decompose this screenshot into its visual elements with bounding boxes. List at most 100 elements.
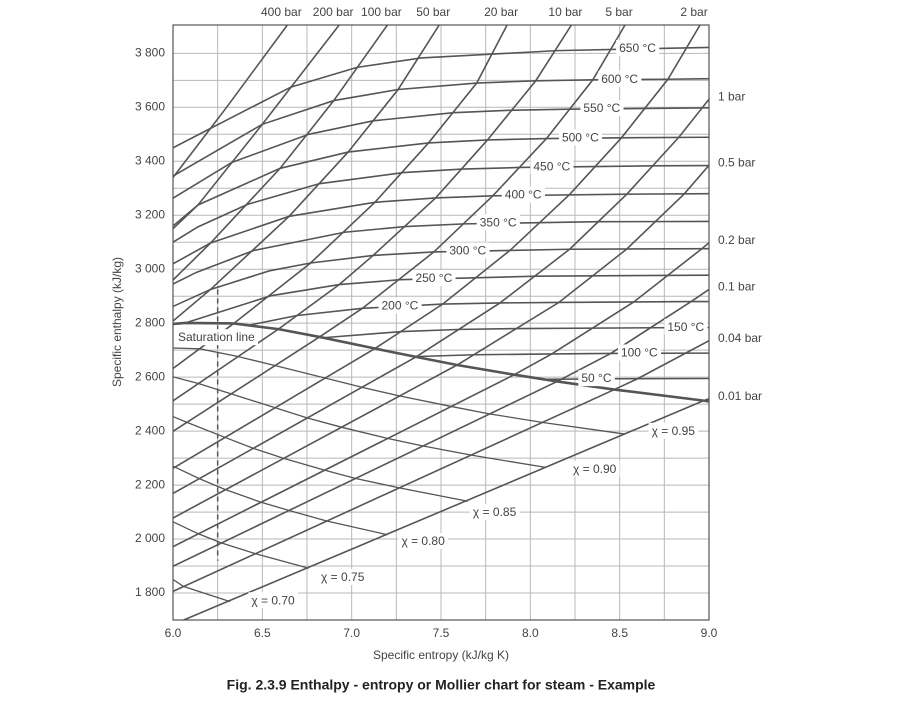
x-tick-label: 8.5: [611, 626, 628, 640]
isotherm: [173, 77, 709, 177]
isotherm-label: 300 °C: [449, 243, 486, 257]
label-background: [446, 242, 490, 259]
saturation-line: [173, 321, 709, 403]
isotherm-label: 150 °C: [667, 320, 704, 334]
isotherm: [173, 107, 709, 199]
isobar: [173, 25, 626, 433]
quality-line: [173, 578, 231, 603]
quality-label: χ = 0.95: [652, 424, 696, 438]
isotherm-label: 50 °C: [581, 371, 611, 385]
label-background: [378, 297, 422, 314]
plot-frame: [172, 24, 710, 621]
isobar-label: 400 bar: [261, 5, 302, 19]
isotherm: [173, 164, 709, 243]
isotherm-label: 250 °C: [415, 271, 452, 285]
quality-label: χ = 0.75: [321, 570, 365, 584]
isobar: [173, 25, 288, 178]
y-tick-label: 1 800: [135, 585, 165, 599]
label-background: [476, 214, 520, 231]
y-tick-label: 2 400: [135, 423, 165, 437]
isotherm: [173, 220, 709, 285]
isotherm-label: 100 °C: [621, 345, 658, 359]
label-background: [664, 318, 708, 335]
quality-line: [173, 415, 468, 502]
x-axis-title: Specific entropy (kJ/kg K): [373, 648, 509, 662]
label-background: [175, 329, 259, 346]
x-tick-label: 8.0: [522, 626, 539, 640]
isotherm: [185, 274, 709, 324]
isotherm-label: 200 °C: [381, 298, 418, 312]
isobar-label: 0.1 bar: [718, 280, 755, 294]
labels: 6.0 6.5 7.0 7.5 8.0 8.5 9.0 1 800 2 000 2 200 2 40…: [135, 5, 762, 640]
isobar-label: 2 bar: [680, 5, 707, 19]
label-background: [530, 158, 574, 175]
x-tick-label: 7.0: [343, 626, 360, 640]
isobar: [173, 25, 701, 470]
saturation-label: Saturation line: [178, 330, 255, 344]
label-background: [617, 344, 662, 361]
label-background: [318, 569, 368, 586]
quality-line: [173, 521, 309, 569]
curves: [173, 25, 709, 620]
label-background: [648, 422, 699, 439]
quality-label: χ = 0.70: [251, 593, 295, 607]
label-background: [501, 186, 545, 203]
isotherm-label: 400 °C: [505, 188, 542, 202]
isobar-label: 0.01 bar: [718, 389, 762, 403]
isotherm-label: 550 °C: [583, 101, 620, 115]
isobar-label: 0.04 bar: [718, 331, 762, 345]
isotherm-label: 500 °C: [562, 130, 599, 144]
quality-line: [173, 465, 388, 536]
y-tick-label: 2 200: [135, 477, 165, 491]
x-tick-label: 6.5: [254, 626, 271, 640]
isotherm: [323, 326, 709, 339]
isobar-label: 100 bar: [361, 5, 402, 19]
quality-label: χ = 0.80: [401, 534, 445, 548]
label-background: [616, 40, 660, 57]
label-background: [569, 460, 620, 477]
isotherm-label: 450 °C: [533, 159, 570, 173]
y-tick-label: 3 000: [135, 261, 165, 275]
y-tick-label: 2 800: [135, 315, 165, 329]
isobar-label: 200 bar: [313, 5, 354, 19]
isobar-label: 50 bar: [416, 5, 450, 19]
isobar: [173, 25, 340, 230]
y-axis-title: Specific enthalpy (kJ/kg): [110, 257, 124, 387]
isobar-label: 20 bar: [484, 5, 518, 19]
isobar-label: 5 bar: [605, 5, 632, 19]
quality-line: [173, 376, 547, 469]
isobar-label: 0.2 bar: [718, 233, 755, 247]
quality-label: χ = 0.90: [573, 462, 617, 476]
isotherm: [173, 247, 709, 308]
chart-title: Fig. 2.3.9 Enthalpy - entropy or Mollier…: [227, 677, 656, 693]
x-tick-label: 7.5: [433, 626, 450, 640]
isotherm: [173, 192, 709, 265]
isobar-label: 10 bar: [548, 5, 582, 19]
isotherm: [542, 377, 709, 381]
isotherm: [173, 46, 709, 149]
isobar-label: 1 bar: [718, 89, 745, 103]
isobar: [173, 340, 709, 593]
isobar-label: 0.5 bar: [718, 155, 755, 169]
label-background: [580, 100, 624, 117]
quality-line: [173, 347, 626, 435]
isotherm-label: 350 °C: [480, 215, 517, 229]
y-tick-label: 2 000: [135, 531, 165, 545]
isotherm: [249, 300, 709, 326]
y-tick-label: 3 200: [135, 207, 165, 221]
x-tick-label: 6.0: [165, 626, 182, 640]
isotherm-label: 600 °C: [601, 72, 638, 86]
x-tick-label: 9.0: [701, 626, 718, 640]
label-background: [412, 270, 456, 287]
label-background: [469, 504, 520, 521]
y-tick-label: 3 400: [135, 153, 165, 167]
isotherm-label: 650 °C: [619, 41, 656, 55]
label-background: [578, 370, 615, 387]
label-background: [248, 592, 299, 609]
label-background: [598, 70, 642, 87]
label-background: [398, 532, 449, 549]
y-tick-label: 3 600: [135, 99, 165, 113]
y-tick-label: 2 600: [135, 369, 165, 383]
label-background: [558, 129, 603, 146]
